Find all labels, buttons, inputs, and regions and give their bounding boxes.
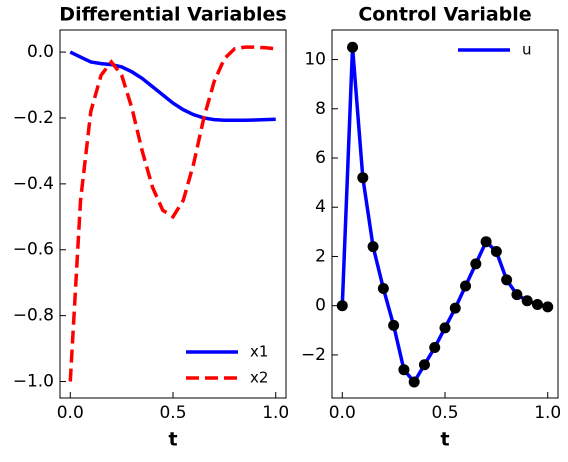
y-tick-label: 0 — [315, 296, 326, 316]
y-tick-label: 8 — [315, 99, 326, 119]
data-point — [480, 236, 492, 248]
data-point — [460, 280, 472, 292]
data-point — [542, 301, 554, 313]
data-point — [408, 376, 420, 388]
y-tick-label: 10 — [304, 50, 326, 70]
y-tick-label: −1.0 — [13, 372, 54, 392]
data-point — [398, 364, 410, 376]
y-tick-label: 4 — [315, 197, 326, 217]
x-tick-label: 0.5 — [431, 403, 458, 423]
x-tick-label: 0.5 — [159, 403, 186, 423]
axes-frame — [59, 29, 287, 399]
chart-title: Control Variable — [358, 4, 531, 26]
y-tick-label: −0.4 — [13, 174, 54, 194]
legend-label: x1 — [250, 343, 268, 361]
x-tick-label: 0.0 — [57, 403, 84, 423]
axes-frame — [331, 29, 559, 399]
y-tick-label: −2 — [301, 345, 326, 365]
data-line — [69, 50, 276, 123]
data-point — [449, 302, 461, 314]
legend-label: u — [522, 41, 532, 59]
x-tick-label: 1.0 — [534, 403, 561, 423]
data-point — [367, 241, 379, 253]
data-point — [531, 298, 543, 310]
y-tick-label: −0.6 — [13, 240, 54, 260]
data-point — [439, 322, 451, 334]
data-point — [429, 342, 441, 354]
x-tick-label: 1.0 — [262, 403, 289, 423]
x-tick-label: 0.0 — [329, 403, 356, 423]
data-point — [511, 289, 523, 301]
y-tick-label: 0.0 — [27, 42, 54, 62]
data-point — [521, 295, 533, 307]
y-tick-label: −0.2 — [13, 108, 54, 128]
chart-title: Differential Variables — [59, 4, 286, 26]
data-point — [357, 172, 369, 184]
data-point — [470, 258, 482, 270]
data-point — [347, 41, 359, 53]
data-line — [68, 45, 276, 382]
legend-label: x2 — [250, 369, 268, 387]
y-tick-label: 2 — [315, 246, 326, 266]
data-point — [501, 274, 513, 286]
data-point — [388, 319, 400, 331]
data-point — [418, 359, 430, 371]
data-point — [377, 282, 389, 294]
data-point — [336, 300, 348, 312]
x-axis-label: t — [440, 429, 449, 451]
y-tick-label: −0.8 — [13, 306, 54, 326]
y-tick-label: 6 — [315, 148, 326, 168]
data-point — [490, 246, 502, 258]
x-axis-label: t — [168, 429, 177, 451]
